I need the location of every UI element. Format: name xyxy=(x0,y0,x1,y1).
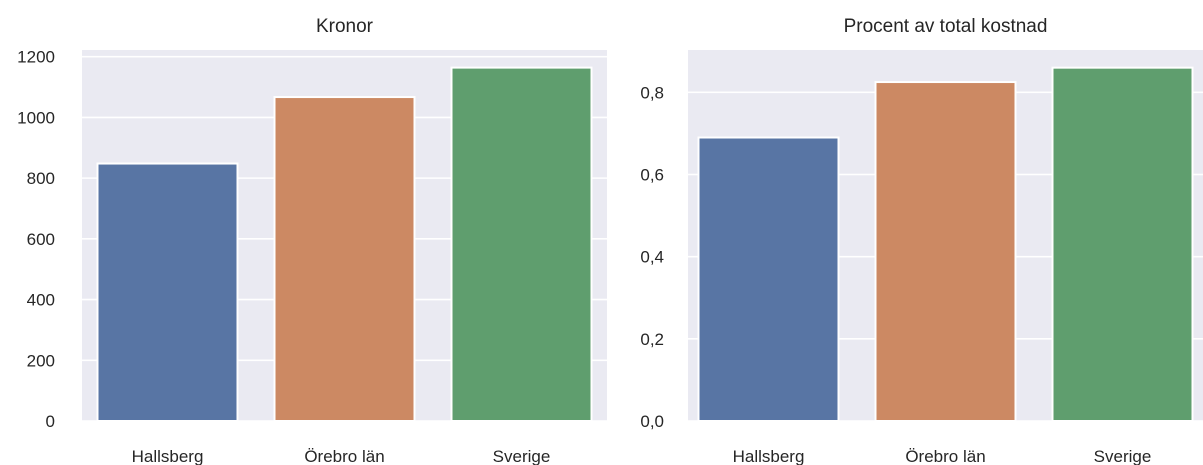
chart-panel-procent: 0,0 0,2 0,4 0,6 0,8 Hallsberg Örebro län Sverig… xyxy=(640,16,1203,465)
y-tick-label: 400 xyxy=(27,291,55,310)
y-tick-label: 0,4 xyxy=(640,248,664,267)
y-tick-label: 0,6 xyxy=(640,165,664,184)
chart-title: Procent av total kostnad xyxy=(844,16,1048,37)
bar--rebro-l-n xyxy=(273,96,416,422)
y-tick-label: 1200 xyxy=(17,48,55,67)
bar-hallsberg xyxy=(96,162,239,423)
y-tick-label: 0 xyxy=(46,412,55,431)
chart-panel-kronor: 0 200 400 600 800 1000 1200 Hallsberg Örebro län… xyxy=(17,16,607,465)
x-category-label: Örebro län xyxy=(304,447,384,465)
y-tick-label: 800 xyxy=(27,169,55,188)
bar-sverige xyxy=(1051,66,1194,423)
bar-sverige xyxy=(450,66,593,423)
bar-hallsberg xyxy=(697,136,840,422)
y-tick-label: 0,8 xyxy=(640,83,664,102)
chart-title: Kronor xyxy=(316,16,374,37)
x-category-label: Sverige xyxy=(493,447,551,465)
y-tick-label: 0,2 xyxy=(640,330,664,349)
y-tick-label: 200 xyxy=(27,351,55,370)
x-category-label: Hallsberg xyxy=(132,447,204,465)
y-tick-label: 600 xyxy=(27,230,55,249)
x-category-label: Hallsberg xyxy=(733,447,805,465)
bar--rebro-l-n xyxy=(874,81,1017,422)
x-category-label: Sverige xyxy=(1094,447,1152,465)
y-tick-label: 0,0 xyxy=(640,412,664,431)
x-category-label: Örebro län xyxy=(905,447,985,465)
y-tick-label: 1000 xyxy=(17,108,55,127)
